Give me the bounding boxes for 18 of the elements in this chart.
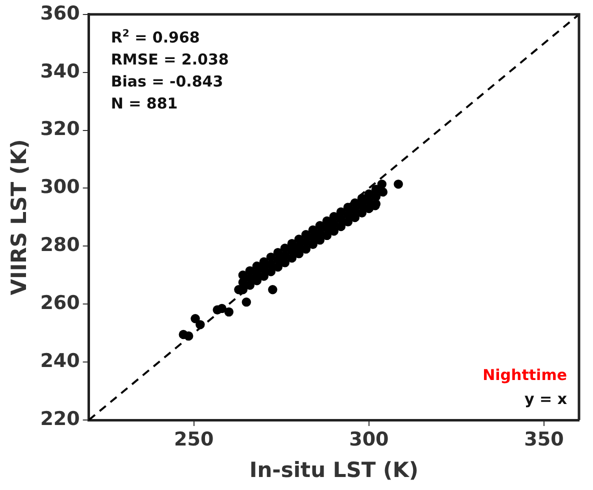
y-axis-title: VIIRS LST (K) <box>7 139 32 296</box>
annotation: RMSE = 2.038 <box>110 50 229 68</box>
annotation: Bias = -0.843 <box>110 72 224 90</box>
y-tick-label: 260 <box>40 292 80 314</box>
annotation: Nighttime <box>482 366 567 384</box>
y-tick-label: 300 <box>40 176 80 198</box>
y-tick-label: 320 <box>40 118 80 140</box>
annotation: N = 881 <box>110 94 178 112</box>
x-tick-label: 350 <box>524 428 564 450</box>
x-tick-label: 250 <box>174 428 214 450</box>
y-tick-label: 280 <box>40 234 80 256</box>
y-tick-label: 220 <box>40 408 80 430</box>
annotation: y = x <box>524 390 568 408</box>
y-tick-label: 240 <box>40 350 80 372</box>
x-axis-title: In-situ LST (K) <box>249 458 418 482</box>
y-tick-label: 360 <box>40 2 80 24</box>
x-tick-label: 300 <box>349 428 389 450</box>
y-tick-label: 340 <box>40 60 80 82</box>
